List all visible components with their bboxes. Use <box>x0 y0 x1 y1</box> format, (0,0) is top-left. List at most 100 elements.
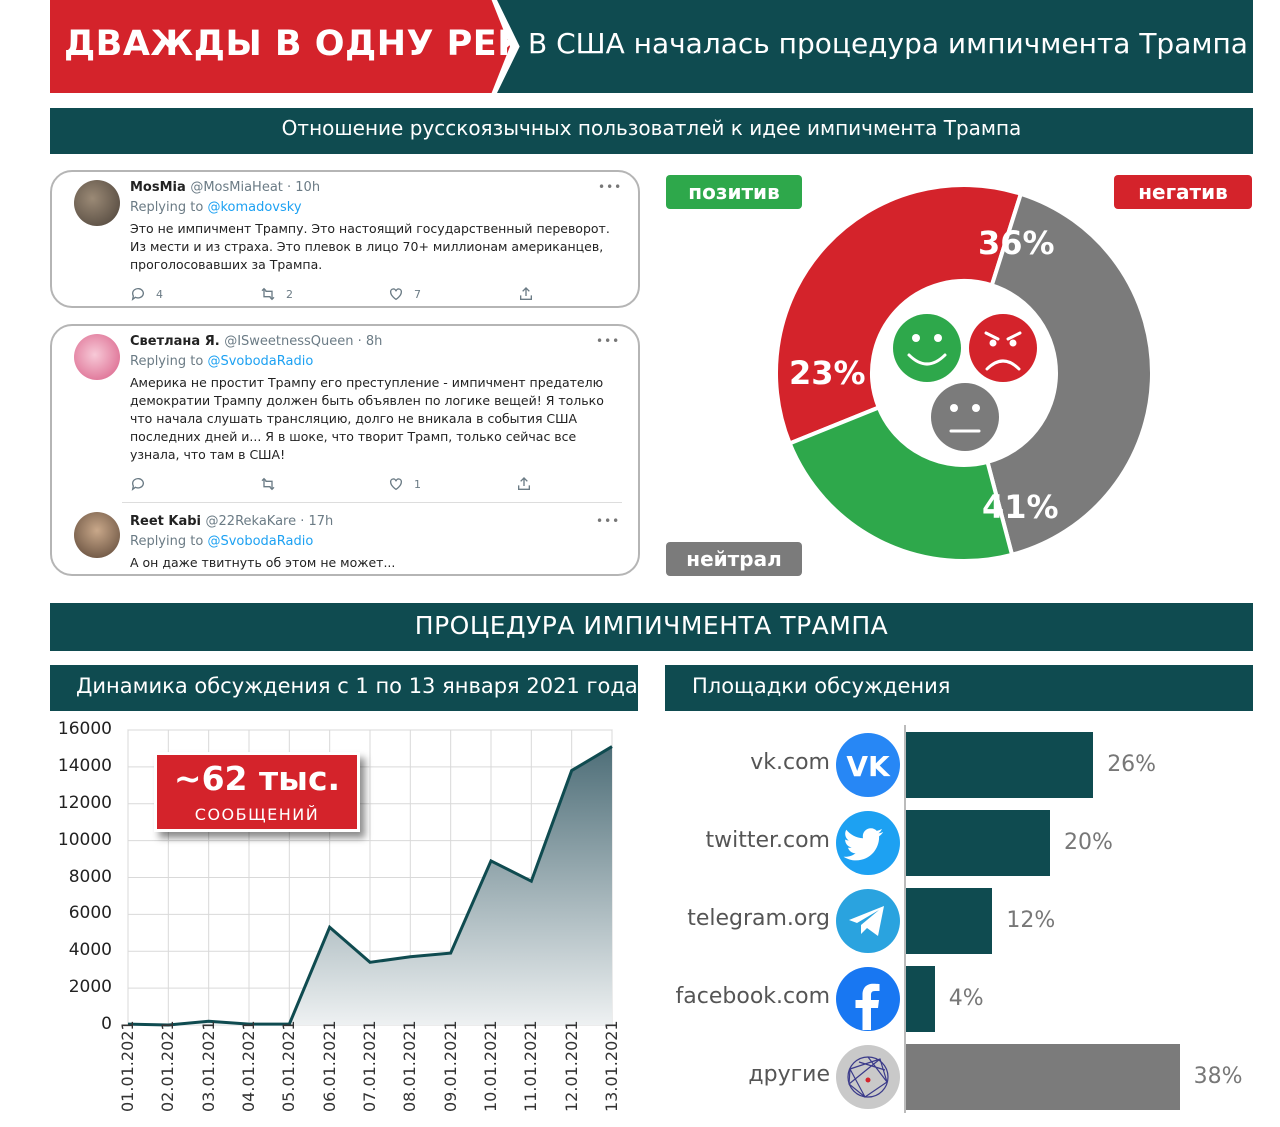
section2-bar: ПРОЦЕДУРА ИМПИЧМЕНТА ТРАМПА <box>50 603 1253 651</box>
reply-action[interactable]: 4 <box>130 286 163 302</box>
facebook-icon <box>836 967 900 1031</box>
platform-pct: 4% <box>948 986 984 1011</box>
y-tick-label: 2000 <box>68 977 112 998</box>
platform-bar <box>906 888 993 954</box>
platforms-title: Площадки обсуждения <box>692 674 951 698</box>
platform-pct: 26% <box>1107 752 1157 777</box>
reply-action[interactable] <box>130 476 146 492</box>
sentiment-donut <box>776 185 1152 561</box>
platform-bar <box>906 1044 1180 1110</box>
tweet-replying: Replying to @SvobodaRadio <box>130 354 314 369</box>
section1-title: Отношение русскоязычных пользоватлей к и… <box>281 116 1022 140</box>
share-icon <box>520 287 532 300</box>
tweet-card: Светлана Я. @ISweetnessQueen · 8h ••• Re… <box>50 324 640 576</box>
tweet-card: MosMia @MosMiaHeat · 10h ••• Replying to… <box>50 170 640 308</box>
header-red-banner <box>50 0 510 93</box>
y-tick-label: 16000 <box>57 719 112 739</box>
neutral-face-icon <box>931 383 999 451</box>
avatar <box>74 180 120 226</box>
x-tick-label: 06.01.2021 <box>319 1020 339 1112</box>
x-tick-label: 09.01.2021 <box>440 1020 460 1112</box>
x-tick-label: 03.01.2021 <box>198 1020 218 1112</box>
x-tick-label: 11.01.2021 <box>521 1020 541 1112</box>
y-tick-label: 8000 <box>68 866 112 887</box>
avatar <box>74 512 120 558</box>
y-tick-label: 6000 <box>68 903 112 924</box>
platform-pct: 12% <box>1006 908 1056 933</box>
network-icon <box>836 1045 900 1109</box>
svg-text:VK: VK <box>846 750 891 783</box>
vk-icon: VK <box>836 733 900 797</box>
platform-bar <box>906 732 1094 798</box>
platform-label: twitter.com <box>705 828 830 853</box>
tweet-author: Светлана Я. @ISweetnessQueen · 8h <box>130 334 383 349</box>
angry-face-icon <box>969 314 1037 382</box>
tweet-text: Америка не простит Трампу его преступлен… <box>130 375 604 462</box>
donut-slice-0 <box>776 185 1024 447</box>
telegram-icon <box>836 889 900 953</box>
reply-icon <box>131 478 144 491</box>
callout-unit: СООБЩЕНИЙ <box>194 805 320 824</box>
x-tick-label: 12.01.2021 <box>561 1020 581 1112</box>
platform-axis <box>904 725 906 1113</box>
total-messages-callout: ~62 тыс. СООБЩЕНИЙ <box>154 752 360 832</box>
more-icon[interactable]: ••• <box>596 334 621 348</box>
section1-bar: Отношение русскоязычных пользоватлей к и… <box>50 108 1253 154</box>
y-tick-label: 0 <box>101 1014 112 1034</box>
platform-pct: 38% <box>1193 1064 1243 1089</box>
platforms-header: Площадки обсуждения <box>665 665 1253 711</box>
label-positive: позитив <box>666 175 802 209</box>
dynamics-title: Динамика обсуждения с 1 по 13 января 202… <box>76 674 638 698</box>
y-tick-label: 4000 <box>68 940 112 961</box>
more-icon[interactable]: ••• <box>596 514 621 528</box>
donut-slice-1 <box>985 191 1152 558</box>
retweet-action[interactable]: 2 <box>260 286 293 302</box>
label-negative: негатив <box>1114 175 1252 209</box>
header-title-right: В США началась процедура импичмента Трам… <box>528 27 1248 60</box>
heart-icon <box>390 478 402 491</box>
tweet-replying: Replying to @komadovsky <box>130 200 302 215</box>
x-tick-label: 04.01.2021 <box>239 1020 258 1112</box>
share-action[interactable] <box>516 476 532 492</box>
callout-value: ~62 тыс. <box>173 759 341 798</box>
platform-bar <box>906 966 935 1032</box>
avatar <box>74 334 120 380</box>
pct-negative: 36% <box>978 224 1055 262</box>
x-tick-label: 07.01.2021 <box>360 1020 379 1112</box>
donut-slice-2 <box>787 404 1015 561</box>
retweet-icon <box>261 477 275 491</box>
tweet-divider <box>122 502 622 503</box>
tweet-author: MosMia @MosMiaHeat · 10h <box>130 180 321 195</box>
like-action[interactable]: 1 <box>388 476 421 492</box>
share-icon <box>518 477 530 490</box>
heart-icon <box>390 288 402 301</box>
y-tick-label: 10000 <box>57 829 112 850</box>
tweet-replying: Replying to @SvobodaRadio <box>130 534 314 549</box>
share-action[interactable] <box>518 286 534 302</box>
header-title-left: ДВАЖДЫ В ОДНУ РЕКУ <box>64 24 554 64</box>
label-neutral: нейтрал <box>666 542 802 576</box>
y-tick-label: 12000 <box>57 792 112 813</box>
tweet-author: Reet Kabi @22RekaKare · 17h <box>130 514 334 529</box>
platform-bar <box>906 810 1050 876</box>
tweet-text: Это не импичмент Трампу. Это настоящий г… <box>130 221 610 272</box>
pct-neutral: 41% <box>982 488 1059 526</box>
platform-pct: 20% <box>1064 830 1113 855</box>
pct-positive: 23% <box>789 354 866 392</box>
x-tick-label: 08.01.2021 <box>400 1020 420 1112</box>
platform-label: другие <box>748 1062 830 1087</box>
twitter-icon <box>836 811 900 875</box>
like-action[interactable]: 7 <box>388 286 421 302</box>
tweet-text: А он даже твитнуть об этом не может... <box>130 555 396 570</box>
retweet-action[interactable] <box>260 476 276 492</box>
x-tick-label: 05.01.2021 <box>279 1020 299 1112</box>
y-tick-label: 14000 <box>57 755 112 776</box>
platform-label: vk.com <box>750 750 830 775</box>
x-tick-label: 10.01.2021 <box>481 1020 500 1112</box>
x-tick-label: 01.01.2021 <box>118 1020 137 1112</box>
more-icon[interactable]: ••• <box>598 180 623 194</box>
platform-label: telegram.org <box>687 906 830 931</box>
area-fill <box>128 746 612 1025</box>
x-tick-label: 02.01.2021 <box>158 1020 178 1112</box>
happy-face-icon <box>893 314 961 382</box>
